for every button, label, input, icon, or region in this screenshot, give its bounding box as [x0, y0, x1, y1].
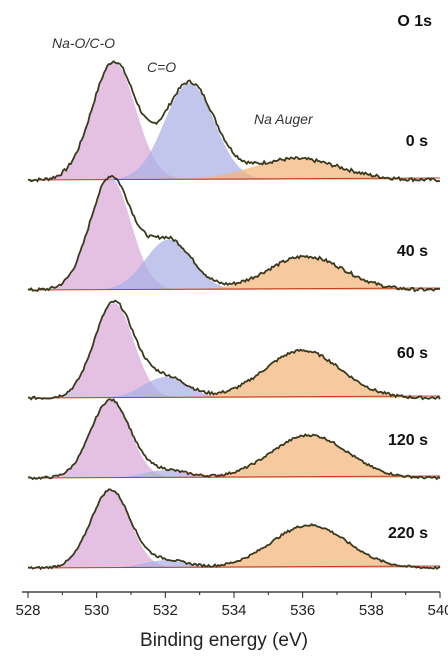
annotation-na-o-c-o: Na-O/C-O: [52, 35, 115, 51]
series-label: 120 s: [388, 432, 428, 449]
x-axis: 528 530 532 534 536 538 540: [15, 591, 448, 619]
spectrum-40-s: 40 s: [27, 174, 441, 293]
x-tick-label: 534: [221, 602, 246, 619]
x-tick-label: 528: [15, 602, 40, 619]
background-line: [27, 177, 441, 181]
spectrum-0-s: 0 s: [27, 60, 441, 183]
x-axis-title: Binding energy (eV): [140, 630, 308, 651]
series-label: 60 s: [397, 345, 428, 362]
component-c-o-area: [28, 239, 440, 290]
chart-title: O 1s: [397, 13, 432, 30]
x-tick-label: 530: [84, 602, 109, 619]
data-line: [27, 488, 441, 571]
component-c-o-area: [28, 470, 440, 478]
annotation-c-o: C=O: [147, 59, 176, 75]
x-tick-label: 532: [153, 602, 178, 619]
data-line: [27, 299, 441, 401]
x-tick-label: 538: [359, 602, 384, 619]
background-line: [27, 287, 441, 291]
x-tick-label: 540: [427, 602, 448, 619]
spectrum-60-s: 60 s: [27, 299, 441, 401]
component-c-o-area: [28, 560, 440, 568]
background-line: [27, 475, 441, 479]
series-label: 220 s: [388, 525, 428, 542]
data-line: [27, 60, 441, 183]
annotation-na-auger: Na Auger: [254, 111, 314, 127]
component-na-o-c-o-area: [28, 303, 440, 398]
component-na-o-c-o-area: [28, 400, 440, 478]
spectrum-120-s: 120 s: [27, 398, 441, 481]
component-na-auger-area: [28, 256, 440, 290]
series-label: 40 s: [397, 243, 428, 260]
x-tick-label: 536: [290, 602, 315, 619]
component-c-o-area: [28, 377, 440, 398]
data-line: [27, 398, 441, 481]
background-line: [27, 565, 441, 569]
component-na-o-c-o-area: [28, 490, 440, 568]
spectra-group: 0 s 40 s 60 s 120 s 220 s: [27, 60, 441, 571]
component-na-auger-area: [28, 158, 440, 180]
component-na-o-c-o-area: [28, 178, 440, 290]
component-na-auger-area: [28, 350, 440, 398]
background-line: [27, 395, 441, 399]
data-line: [27, 174, 441, 293]
spectrum-220-s: 220 s: [27, 488, 441, 571]
component-na-o-c-o-area: [28, 62, 440, 181]
series-label: 0 s: [406, 133, 428, 150]
